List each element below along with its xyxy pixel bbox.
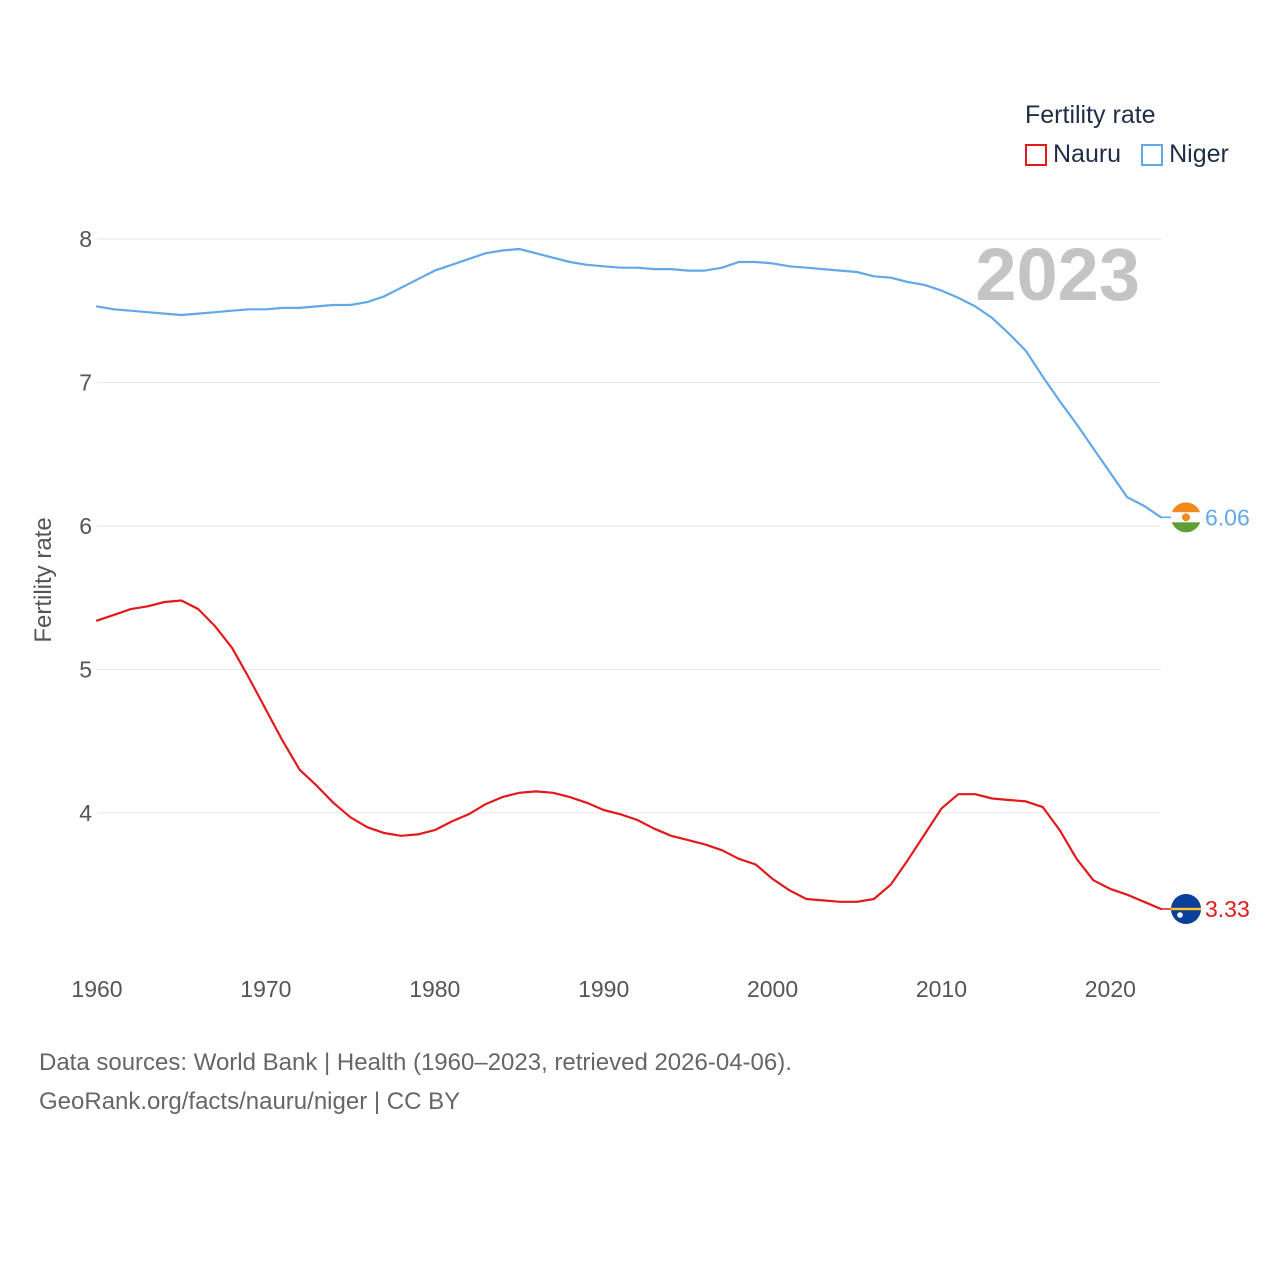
y-tick-label: 4 [79,800,92,826]
end-value-label-niger: 6.06 [1205,504,1250,530]
niger-flag-icon [1171,502,1201,533]
end-value-label-nauru: 3.33 [1205,896,1250,922]
source-line-1: Data sources: World Bank | Health (1960–… [39,1049,792,1076]
series-line-nauru [95,599,1163,911]
x-axis-ticks: 1960 1970 1980 1990 2000 2010 2020 [71,976,1136,1002]
y-tick-label: 8 [79,226,92,252]
source-note: Data sources: World Bank | Health (1960–… [39,1043,792,1121]
legend-title: Fertility rate [1025,101,1156,129]
legend-swatch-nauru [1025,143,1047,166]
x-tick-label: 1990 [578,976,629,1002]
y-tick-label: 6 [79,513,92,539]
x-tick-label: 2000 [747,976,798,1002]
legend-item-niger[interactable]: Niger [1141,140,1229,169]
year-label: 2023 [975,233,1140,316]
x-tick-label: 2020 [1085,976,1136,1002]
legend-swatch-niger [1141,143,1164,166]
x-tick-label: 1960 [71,976,122,1002]
source-line-2: GeoRank.org/facts/nauru/niger | CC BY [39,1088,461,1115]
y-tick-label: 7 [79,369,92,395]
series-group [95,247,1163,911]
end-markers: 3.33 6.06 [1161,502,1250,924]
y-axis-ticks: 4 5 6 7 8 [79,226,92,826]
x-tick-label: 1980 [409,976,460,1002]
legend-label-niger: Niger [1169,140,1229,168]
y-axis-title: Fertility rate [30,517,57,642]
legend-label-nauru: Nauru [1053,140,1122,168]
x-tick-label: 2010 [916,976,967,1002]
x-tick-label: 1970 [240,976,291,1002]
series-line-niger [95,247,1163,519]
legend: Fertility rate Nauru Niger [1025,98,1249,169]
grid-lines [97,238,1161,814]
legend-item-nauru[interactable]: Nauru [1025,140,1121,169]
y-tick-label: 5 [79,656,92,682]
legend-items: Nauru Niger [1025,140,1249,169]
nauru-flag-icon [1171,894,1201,924]
